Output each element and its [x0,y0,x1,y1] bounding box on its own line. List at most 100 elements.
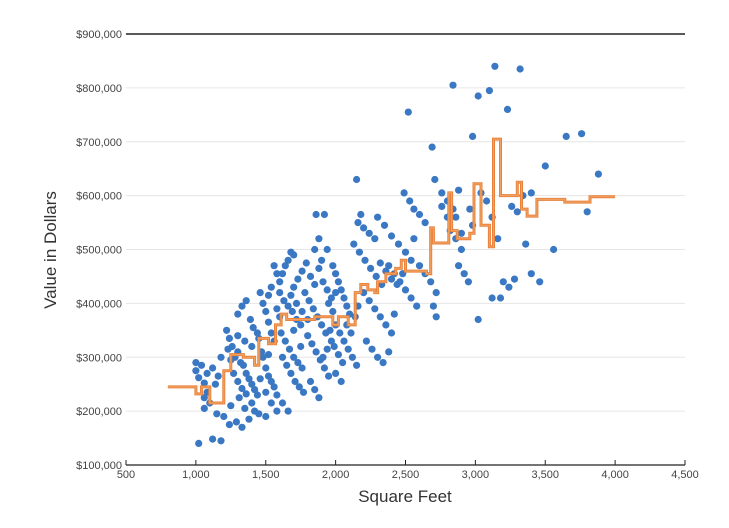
data-point [298,364,306,372]
data-point [292,299,301,307]
data-point [449,81,457,89]
data-point [372,272,380,280]
data-point [273,270,281,278]
data-point [505,283,513,291]
y-axis-ticks: $100,000 $200,000 $300,000 $400,000 $500,000… [76,29,122,472]
data-point [343,302,351,310]
step-line [167,137,616,405]
data-point [278,353,287,361]
y-tick-label: $100,000 [76,460,122,472]
data-point [583,208,591,216]
data-point [213,410,221,418]
data-point [380,221,389,229]
data-point [421,219,429,227]
data-point [374,213,382,221]
data-point [253,329,261,337]
data-point [429,302,437,310]
data-point [217,437,225,445]
data-point [550,245,558,254]
data-point [365,229,373,237]
data-point [325,299,333,307]
data-point [355,248,363,256]
data-point [323,245,331,254]
data-point [315,235,323,243]
data-point [318,256,326,264]
data-point [374,353,382,361]
data-point [246,315,254,324]
data-point [350,240,358,248]
y-tick-label: $300,000 [76,352,122,364]
data-point [264,291,273,299]
data-point [311,386,319,394]
data-point [334,351,342,359]
data-point [360,224,368,232]
data-point [376,259,384,267]
data-point [491,62,499,70]
data-point [253,391,261,399]
data-point [284,256,292,264]
data-point [382,321,390,329]
step-line-path [167,138,616,404]
data-point [415,210,424,219]
data-point [294,359,302,367]
data-point [192,367,200,375]
data-point [336,329,344,337]
data-point [387,232,396,240]
y-tick-label: $800,000 [76,83,122,95]
data-point [273,391,281,399]
data-point [259,353,267,361]
data-point [357,210,365,219]
data-point [262,388,270,396]
data-point [298,267,306,275]
x-tick-label: 3,000 [462,469,490,481]
data-point [499,278,507,286]
data-point [249,324,257,332]
data-point [387,329,396,337]
data-point [541,162,549,170]
data-point [527,270,535,278]
data-point [256,375,264,383]
data-point [578,130,586,138]
data-point [287,369,295,377]
data-point [197,361,206,369]
data-point [483,197,491,205]
data-point [325,372,333,380]
y-tick-label: $400,000 [76,298,122,310]
data-point [225,334,233,342]
data-point [320,364,328,372]
data-point [302,259,310,267]
data-point [200,404,208,412]
data-point [379,359,387,367]
data-point [508,202,516,210]
y-axis-title: Value in Dollars [41,191,60,309]
data-point [290,353,298,361]
y-tick-label: $900,000 [76,29,122,41]
data-point [290,251,298,259]
data-point [297,342,305,351]
data-point [334,278,342,286]
data-point [301,289,309,297]
y-tick-label: $200,000 [76,406,122,418]
data-point [290,326,298,334]
data-point [238,302,246,310]
data-point [277,329,285,337]
x-tick-label: 1,500 [252,469,280,481]
data-point [273,407,281,415]
data-point [315,394,323,402]
data-point [362,337,370,345]
data-point [457,245,465,254]
data-point [241,404,249,412]
data-point [312,348,320,356]
data-point [242,390,250,398]
data-point [376,313,384,321]
y-tick-label: $600,000 [76,191,122,203]
data-point [251,386,259,394]
data-point [276,289,284,297]
data-point [304,332,312,340]
y-tick-label: $700,000 [76,137,122,149]
data-point [485,87,493,95]
data-point [267,399,275,407]
data-point [267,329,275,337]
data-point [457,229,465,237]
